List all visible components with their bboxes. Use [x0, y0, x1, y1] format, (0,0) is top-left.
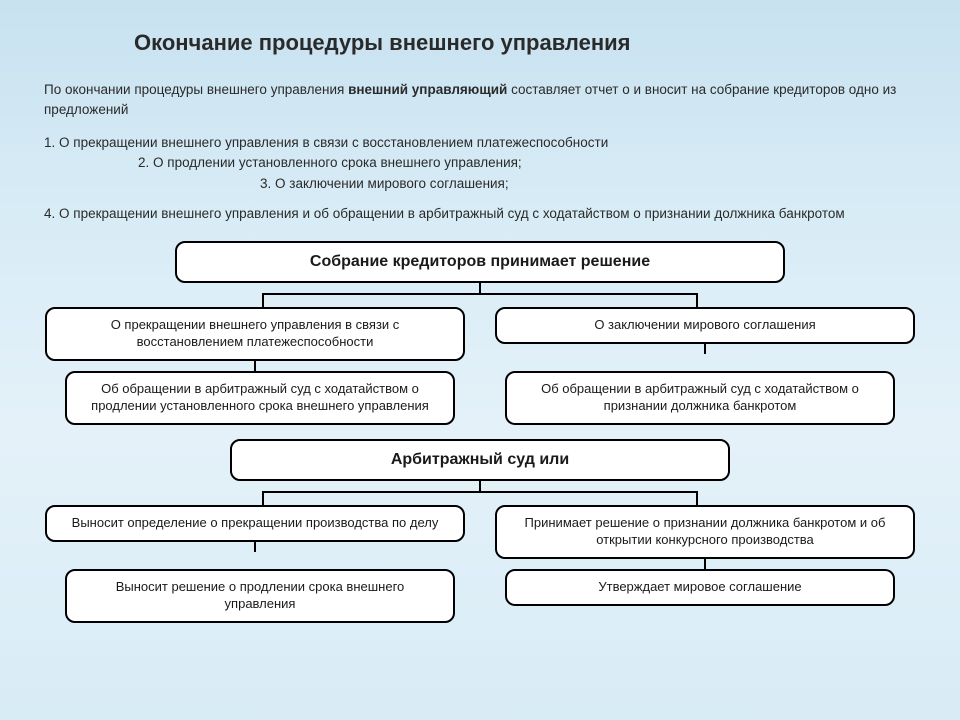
connector: [704, 344, 706, 354]
block2-row2: Выносит решение о продлении срока внешне…: [65, 569, 895, 623]
numbered-list: 1. О прекращении внешнего управления в с…: [44, 133, 916, 194]
page-title: Окончание процедуры внешнего управления: [44, 30, 916, 56]
fork-1: [45, 293, 915, 307]
connector: [479, 481, 481, 491]
diagram: Собрание кредиторов принимает решение О …: [44, 241, 916, 622]
intro-pre: По окончании процедуры внешнего управлен…: [44, 82, 348, 97]
block1-r2c2: Об обращении в арбитражный суд с ходатай…: [505, 371, 895, 425]
intro-bold: внешний управляющий: [348, 82, 507, 97]
list-item-3: 3. О заключении мирового соглашения;: [44, 174, 916, 194]
block2-header: Арбитражный суд или: [230, 439, 730, 481]
fork-2: [45, 491, 915, 505]
block2-r2c1: Выносит решение о продлении срока внешне…: [65, 569, 455, 623]
connector: [704, 559, 706, 569]
list-item-4: 4. О прекращении внешнего управления и о…: [44, 204, 916, 224]
block1-row2: Об обращении в арбитражный суд с ходатай…: [65, 371, 895, 425]
block2-r1c1: Выносит определение о прекращении произв…: [45, 505, 465, 542]
connector: [254, 542, 256, 552]
intro-paragraph: По окончании процедуры внешнего управлен…: [44, 80, 916, 119]
block2-r2c2: Утверждает мировое соглашение: [505, 569, 895, 606]
list-item-1: 1. О прекращении внешнего управления в с…: [44, 133, 916, 153]
block2-row1: Выносит определение о прекращении произв…: [45, 505, 915, 569]
list-item-2: 2. О продлении установленного срока внеш…: [44, 153, 916, 173]
block1-r2c1: Об обращении в арбитражный суд с ходатай…: [65, 371, 455, 425]
block1-r1c2: О заключении мирового соглашения: [495, 307, 915, 344]
slide-root: Окончание процедуры внешнего управления …: [0, 0, 960, 643]
block1-r1c1: О прекращении внешнего управления в связ…: [45, 307, 465, 361]
block2-r1c2: Принимает решение о признании должника б…: [495, 505, 915, 559]
block1-header: Собрание кредиторов принимает решение: [175, 241, 785, 283]
connector: [479, 283, 481, 293]
connector: [254, 361, 256, 371]
block1-row1: О прекращении внешнего управления в связ…: [45, 307, 915, 371]
